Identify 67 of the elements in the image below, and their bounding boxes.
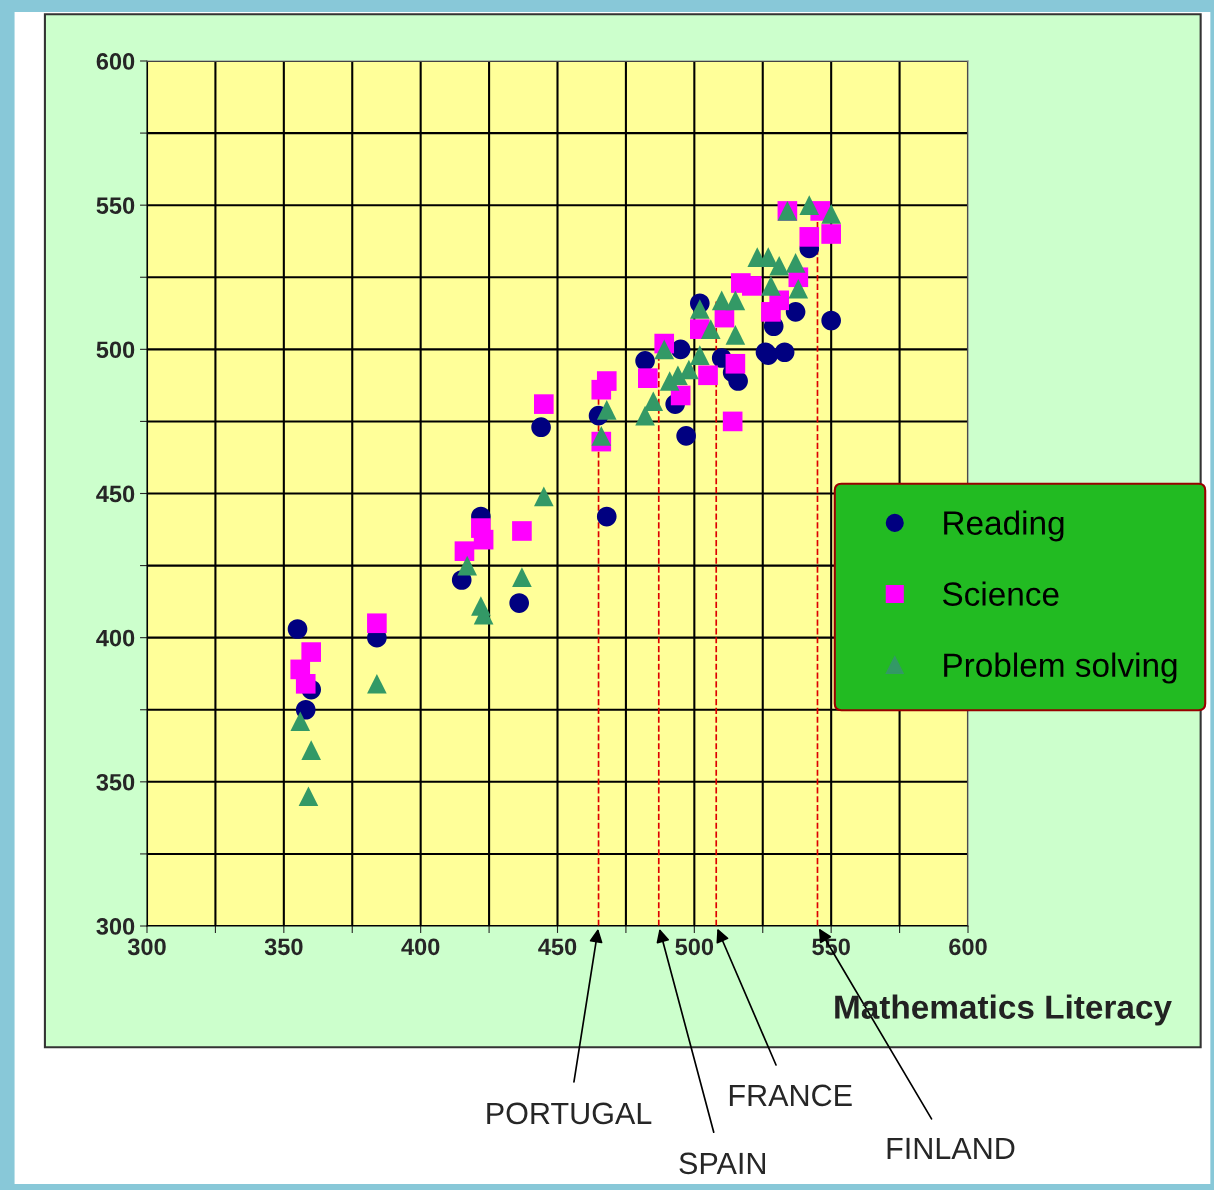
point bbox=[637, 368, 658, 388]
y-tick-label: 550 bbox=[96, 197, 135, 214]
point bbox=[367, 673, 387, 694]
point bbox=[821, 310, 841, 331]
y-tick-label: 450 bbox=[96, 485, 135, 503]
x-tick-label: 600 bbox=[949, 938, 987, 956]
x-tick-label: 500 bbox=[675, 938, 714, 956]
y-tick-label: 600 bbox=[96, 53, 135, 70]
ref-line-label: PORTUGAL bbox=[487, 1102, 652, 1125]
point bbox=[799, 195, 820, 215]
point bbox=[596, 371, 617, 391]
point bbox=[725, 353, 746, 374]
point bbox=[457, 555, 478, 576]
point bbox=[509, 593, 530, 613]
point bbox=[785, 253, 806, 273]
legend-label: Science bbox=[942, 581, 1059, 606]
legend-label: Problem solving bbox=[944, 652, 1177, 684]
point bbox=[725, 325, 746, 345]
y-tick-label: 500 bbox=[96, 341, 135, 359]
point bbox=[741, 276, 762, 296]
point bbox=[698, 365, 718, 386]
point bbox=[301, 642, 322, 662]
point bbox=[761, 276, 781, 296]
x-tick-label: 350 bbox=[264, 938, 303, 956]
point bbox=[700, 319, 721, 339]
point bbox=[295, 699, 316, 720]
point bbox=[722, 411, 743, 432]
point bbox=[654, 339, 675, 360]
y-tick-label: 300 bbox=[96, 918, 135, 935]
point bbox=[676, 426, 696, 446]
point bbox=[512, 521, 532, 541]
point bbox=[534, 486, 554, 507]
point bbox=[821, 204, 841, 224]
point bbox=[689, 345, 710, 365]
point bbox=[643, 391, 664, 412]
point bbox=[725, 290, 746, 311]
point bbox=[689, 299, 710, 319]
point bbox=[534, 394, 554, 414]
point bbox=[531, 417, 551, 437]
point bbox=[301, 740, 322, 760]
legend-label: Reading bbox=[944, 510, 1064, 542]
ref-line-label: FINLAND bbox=[887, 1137, 1015, 1159]
ref-line-label: SPAIN bbox=[679, 1152, 765, 1175]
point bbox=[596, 400, 617, 420]
point bbox=[596, 506, 617, 527]
x-tick-label: 300 bbox=[127, 938, 166, 956]
point bbox=[785, 302, 806, 322]
point bbox=[788, 278, 809, 299]
ref-line-label: FRANCE bbox=[729, 1084, 852, 1107]
point bbox=[298, 786, 319, 807]
point bbox=[591, 426, 612, 446]
point bbox=[295, 673, 316, 694]
point bbox=[367, 613, 387, 634]
point bbox=[821, 224, 841, 244]
point bbox=[287, 619, 308, 639]
point bbox=[774, 342, 795, 363]
y-tick-label: 400 bbox=[96, 629, 135, 647]
point bbox=[512, 567, 532, 587]
y-tick-label: 350 bbox=[96, 773, 135, 791]
point bbox=[769, 255, 789, 276]
point bbox=[290, 711, 311, 732]
point bbox=[799, 227, 820, 247]
x-tick-label: 450 bbox=[538, 938, 577, 956]
point bbox=[473, 529, 494, 550]
point bbox=[679, 359, 699, 380]
point bbox=[454, 541, 475, 561]
x-tick-label: 400 bbox=[401, 938, 440, 956]
